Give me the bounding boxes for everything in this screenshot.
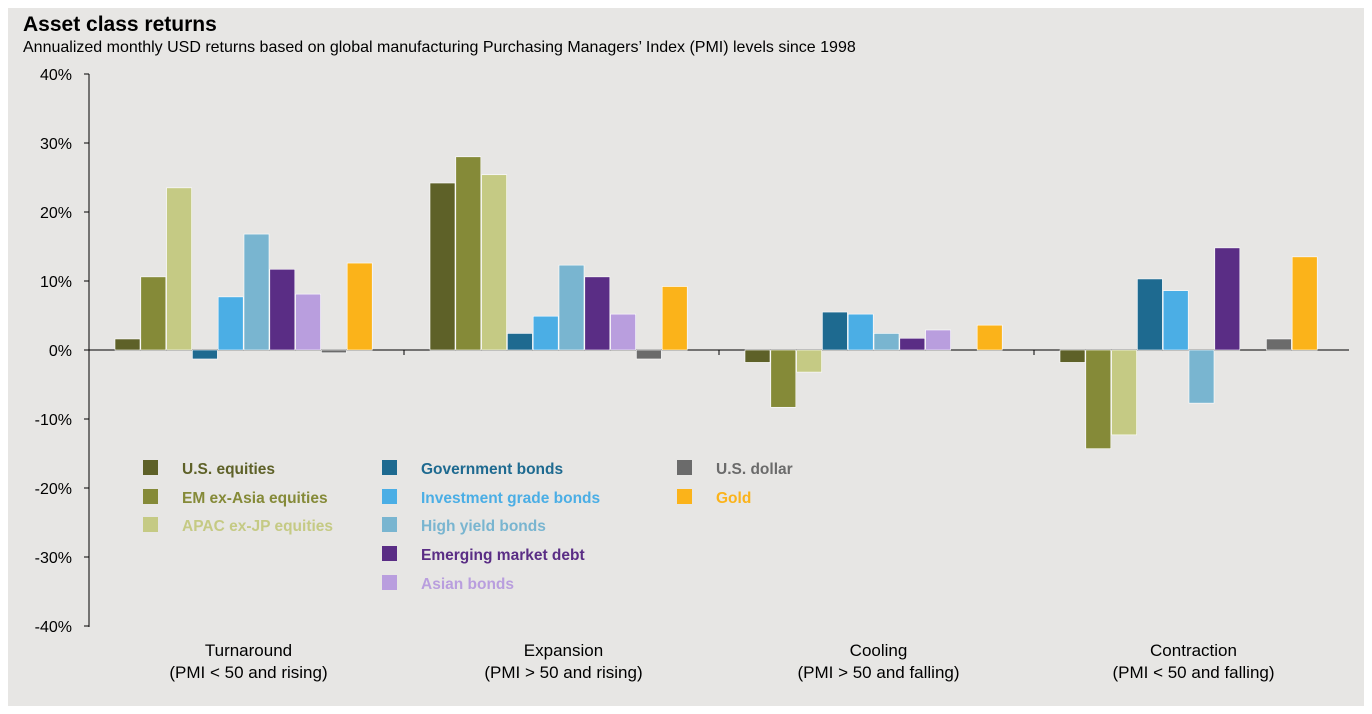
bar-high-yield-bonds-expansion <box>558 264 585 351</box>
bar-em-ex-asia-equities-expansion <box>455 156 482 351</box>
legend-swatch-u-s-dollar <box>677 460 692 475</box>
bar-government-bonds-cooling <box>822 311 848 351</box>
category-label: Contraction <box>1150 641 1237 660</box>
bar-emerging-market-debt-expansion <box>584 276 611 351</box>
bar-high-yield-bonds-turnaround <box>243 233 270 351</box>
legend-swatch-u-s-equities <box>143 460 158 475</box>
legend-label-emerging-market-debt: Emerging market debt <box>421 547 585 564</box>
y-tick-label: 40% <box>40 67 72 84</box>
legend-swatch-asian-bonds <box>382 575 397 590</box>
legend-swatch-apac-ex-jp-equities <box>143 517 158 532</box>
chart-title: Asset class returns <box>23 13 217 36</box>
y-tick-label: 0% <box>49 343 72 360</box>
bar-emerging-market-debt-cooling <box>899 337 926 351</box>
bar-u-s-dollar-expansion <box>636 349 662 360</box>
bar-asian-bonds-turnaround <box>295 293 321 351</box>
bar-u-s-equities-turnaround <box>114 338 141 351</box>
bar-u-s-dollar-turnaround <box>321 349 347 354</box>
bar-high-yield-bonds-contraction <box>1188 349 1215 404</box>
legend-swatch-government-bonds <box>382 460 397 475</box>
category-label: Expansion <box>524 641 603 660</box>
bar-government-bonds-contraction <box>1137 278 1163 351</box>
bar-government-bonds-turnaround <box>192 349 218 360</box>
category-labels: Turnaround (PMI < 50 and rising) Expansion… <box>169 641 1274 682</box>
y-tick-label: -40% <box>35 619 72 636</box>
legend-label-u-s-dollar: U.S. dollar <box>716 461 793 478</box>
chart-axes: 40% 30% 20% 10% 0% -10% -20% -30% -40% <box>35 67 1349 636</box>
bar-asian-bonds-expansion <box>610 313 636 351</box>
bar-gold-expansion <box>661 286 688 351</box>
bar-em-ex-asia-equities-contraction <box>1085 349 1112 449</box>
bar-government-bonds-expansion <box>507 333 533 351</box>
bar-gold-cooling <box>976 324 1003 351</box>
category-detail: (PMI > 50 and rising) <box>484 663 642 682</box>
bar-gold-turnaround <box>346 262 373 351</box>
legend-label-government-bonds: Government bonds <box>421 461 563 478</box>
legend-label-asian-bonds: Asian bonds <box>421 576 514 593</box>
bar-apac-ex-jp-equities-expansion <box>481 174 507 351</box>
legend-swatch-em-ex-asia-equities <box>143 489 158 504</box>
bar-apac-ex-jp-equities-contraction <box>1111 349 1137 436</box>
y-tick-label: 30% <box>40 136 72 153</box>
legend-label-high-yield-bonds: High yield bonds <box>421 518 546 535</box>
bar-u-s-equities-cooling <box>744 349 771 363</box>
chart-legend: U.S. equities EM ex-Asia equities APAC ex-… <box>143 460 793 593</box>
chart-bars <box>114 156 1318 449</box>
legend-swatch-emerging-market-debt <box>382 546 397 561</box>
bar-apac-ex-jp-equities-turnaround <box>166 187 192 351</box>
y-tick-label: -30% <box>35 550 72 567</box>
legend-swatch-investment-grade-bonds <box>382 489 397 504</box>
category-label: Turnaround <box>205 641 292 660</box>
bar-em-ex-asia-equities-cooling <box>770 349 797 408</box>
bar-emerging-market-debt-turnaround <box>269 268 296 351</box>
y-tick-label: 10% <box>40 274 72 291</box>
legend-label-em-ex-asia-equities: EM ex-Asia equities <box>182 490 328 507</box>
bar-u-s-equities-contraction <box>1059 349 1086 363</box>
bar-emerging-market-debt-contraction <box>1214 247 1241 351</box>
bar-gold-contraction <box>1291 256 1318 351</box>
bar-investment-grade-bonds-contraction <box>1162 290 1189 351</box>
legend-label-investment-grade-bonds: Investment grade bonds <box>421 490 600 507</box>
bar-investment-grade-bonds-cooling <box>847 313 874 351</box>
category-detail: (PMI < 50 and rising) <box>169 663 327 682</box>
bar-high-yield-bonds-cooling <box>873 333 900 351</box>
legend-swatch-high-yield-bonds <box>382 517 397 532</box>
bar-investment-grade-bonds-expansion <box>532 315 559 351</box>
y-tick-label: 20% <box>40 205 72 222</box>
legend-swatch-gold <box>677 489 692 504</box>
chart-panel <box>8 8 1364 706</box>
legend-label-u-s-equities: U.S. equities <box>182 461 275 478</box>
y-tick-label: -20% <box>35 481 72 498</box>
bar-apac-ex-jp-equities-cooling <box>796 349 822 373</box>
bar-u-s-equities-expansion <box>429 182 456 351</box>
category-label: Cooling <box>850 641 908 660</box>
bar-asian-bonds-cooling <box>925 329 951 351</box>
bar-investment-grade-bonds-turnaround <box>217 296 244 351</box>
bar-em-ex-asia-equities-turnaround <box>140 276 167 351</box>
bar-u-s-dollar-contraction <box>1266 338 1292 351</box>
legend-label-apac-ex-jp-equities: APAC ex-JP equities <box>182 518 333 535</box>
chart-subtitle: Annualized monthly USD returns based on … <box>23 39 856 56</box>
y-tick-label: -10% <box>35 412 72 429</box>
category-detail: (PMI > 50 and falling) <box>797 663 959 682</box>
legend-label-gold: Gold <box>716 490 751 507</box>
category-detail: (PMI < 50 and falling) <box>1112 663 1274 682</box>
